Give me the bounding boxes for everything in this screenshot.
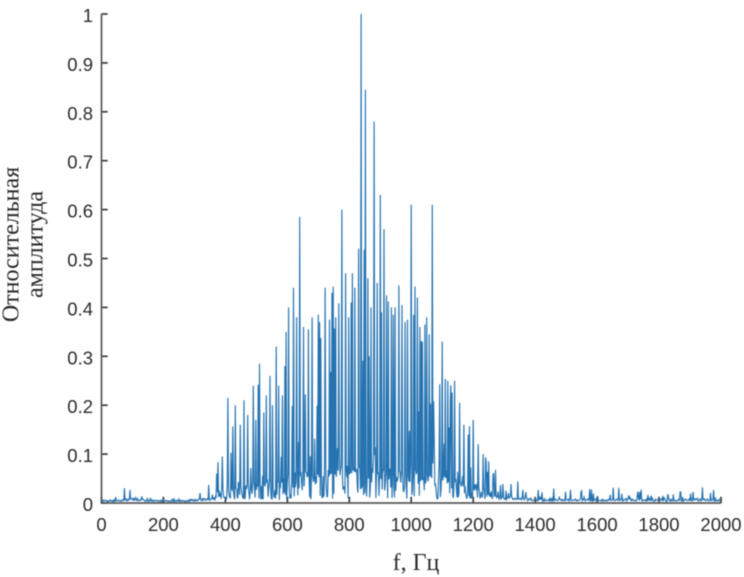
svg-text:0.1: 0.1 [67, 445, 93, 466]
svg-text:0.4: 0.4 [67, 298, 93, 319]
svg-text:400: 400 [210, 514, 241, 535]
svg-text:600: 600 [272, 514, 303, 535]
svg-text:Относительная: Относительная [0, 167, 25, 322]
svg-text:1400: 1400 [515, 514, 556, 535]
svg-text:800: 800 [334, 514, 365, 535]
svg-text:0: 0 [96, 514, 106, 535]
svg-text:амплитуда: амплитуда [23, 191, 49, 298]
svg-text:200: 200 [148, 514, 179, 535]
svg-text:2000: 2000 [700, 514, 741, 535]
svg-text:1000: 1000 [391, 514, 432, 535]
svg-text:1800: 1800 [638, 514, 679, 535]
svg-text:0.8: 0.8 [67, 103, 93, 124]
svg-text:0.7: 0.7 [67, 152, 93, 173]
svg-text:0: 0 [83, 494, 93, 515]
svg-text:1: 1 [83, 5, 93, 26]
svg-text:1200: 1200 [453, 514, 494, 535]
svg-text:0.5: 0.5 [67, 250, 93, 271]
svg-text:1600: 1600 [577, 514, 618, 535]
svg-text:f, Гц: f, Гц [393, 550, 440, 576]
svg-text:0.6: 0.6 [67, 201, 93, 222]
svg-text:0.2: 0.2 [67, 396, 93, 417]
svg-text:0.3: 0.3 [67, 347, 93, 368]
svg-text:0.9: 0.9 [67, 54, 93, 75]
